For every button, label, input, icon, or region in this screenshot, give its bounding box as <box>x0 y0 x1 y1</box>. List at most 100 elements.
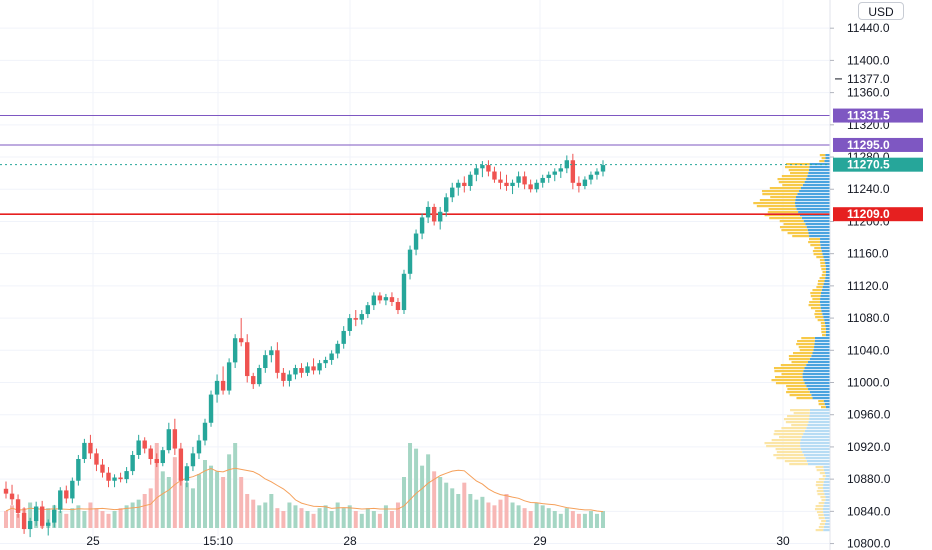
profile-bar <box>770 196 797 199</box>
profile-bar <box>818 517 825 520</box>
profile-bar <box>808 388 830 391</box>
candle-body <box>220 380 226 391</box>
profile-bar <box>775 448 801 451</box>
volume-bar <box>588 511 593 528</box>
candle-body <box>305 366 310 373</box>
volume-bar <box>498 499 503 528</box>
profile-bar <box>823 487 830 490</box>
volume-bar <box>82 511 87 528</box>
profile-bar <box>825 277 830 280</box>
horizontal-price-lines[interactable] <box>0 115 830 216</box>
price-badge <box>833 137 923 152</box>
profile-bar <box>819 160 825 163</box>
profile-bar <box>816 511 824 514</box>
profile-bar <box>825 334 830 337</box>
volume-bar <box>486 502 491 528</box>
profile-bar <box>820 244 830 247</box>
candle-body <box>269 350 274 356</box>
candle-body <box>94 453 99 465</box>
profile-bar <box>823 400 830 403</box>
candle-body <box>21 512 27 530</box>
volume-bar <box>106 513 111 528</box>
volume-bar <box>480 496 485 528</box>
volume-bar <box>504 494 509 528</box>
profile-bar <box>822 271 826 274</box>
price-tick-label: 11160.0 <box>847 247 889 261</box>
candle-body <box>600 165 606 172</box>
candle-body <box>510 182 515 187</box>
profile-bar <box>810 244 821 247</box>
profile-bar <box>823 490 830 493</box>
price-badge-label: 11331.5 <box>847 109 890 123</box>
profile-bar <box>818 403 825 406</box>
profile-bar <box>821 268 826 271</box>
profile-bar <box>808 169 830 172</box>
profile-bar <box>814 346 830 349</box>
profile-bar <box>822 286 830 289</box>
candle-body <box>148 448 153 460</box>
candle-body <box>540 177 545 183</box>
profile-bar <box>820 496 826 499</box>
profile-bar <box>823 481 830 484</box>
candle-body <box>456 182 461 188</box>
profile-bar <box>812 250 822 253</box>
profile-bar <box>821 328 826 331</box>
volume-bar <box>257 505 262 528</box>
volume-bar <box>395 502 400 528</box>
profile-bar <box>825 328 830 331</box>
time-axis[interactable]: 25 15:10 28 29 30 <box>86 534 790 548</box>
profile-bar <box>796 343 815 346</box>
candle-body <box>27 521 33 530</box>
profile-bar <box>812 397 830 400</box>
profile-bar <box>814 337 830 340</box>
candle-body <box>329 353 334 360</box>
currency-button[interactable]: USD <box>858 2 904 20</box>
profile-bar <box>766 445 801 448</box>
profile-bar <box>825 262 830 265</box>
profile-bar <box>798 211 830 214</box>
candle-body <box>166 429 172 451</box>
profile-bar <box>784 460 807 463</box>
candle-body <box>425 206 431 218</box>
volume-bar <box>335 502 340 528</box>
time-tick-label: 25 <box>86 534 100 548</box>
profile-bar <box>821 331 826 334</box>
profile-bar <box>824 523 830 526</box>
volume-bar <box>450 488 455 528</box>
candle-body <box>190 453 196 467</box>
volume-bar <box>160 471 165 528</box>
time-tick-label: 15:10 <box>203 534 233 548</box>
profile-bar <box>787 415 810 418</box>
volume-bar <box>124 505 129 528</box>
candle-body <box>552 171 557 175</box>
price-tick-label: 11080.0 <box>847 311 890 325</box>
candle-body <box>245 342 250 377</box>
profile-bar <box>811 394 830 397</box>
profile-bar <box>814 508 824 511</box>
candle-body <box>359 314 364 320</box>
volume-ma-line <box>5 467 604 513</box>
candle-body <box>136 440 141 455</box>
profile-bar <box>824 322 830 325</box>
candle-body <box>33 506 39 522</box>
profile-bar <box>803 220 830 223</box>
price-axis[interactable]: 11440.011400.011360.011320.011280.011240… <box>829 0 891 550</box>
profile-bar <box>823 514 830 517</box>
volume-bar <box>209 465 214 528</box>
profile-bar <box>822 334 826 337</box>
candle-body <box>576 182 582 187</box>
profile-bar <box>802 184 830 187</box>
profile-bar <box>805 457 830 460</box>
profile-bar <box>810 295 821 298</box>
profile-bar <box>824 160 830 163</box>
volume-bar <box>408 443 413 528</box>
profile-bar <box>809 391 830 394</box>
candle-body <box>407 249 413 274</box>
profile-bar <box>825 274 830 277</box>
profile-bar <box>809 409 830 412</box>
profile-bar <box>785 421 809 424</box>
profile-bar <box>813 349 830 352</box>
volume-bar <box>365 508 370 528</box>
profile-bar <box>819 259 825 262</box>
